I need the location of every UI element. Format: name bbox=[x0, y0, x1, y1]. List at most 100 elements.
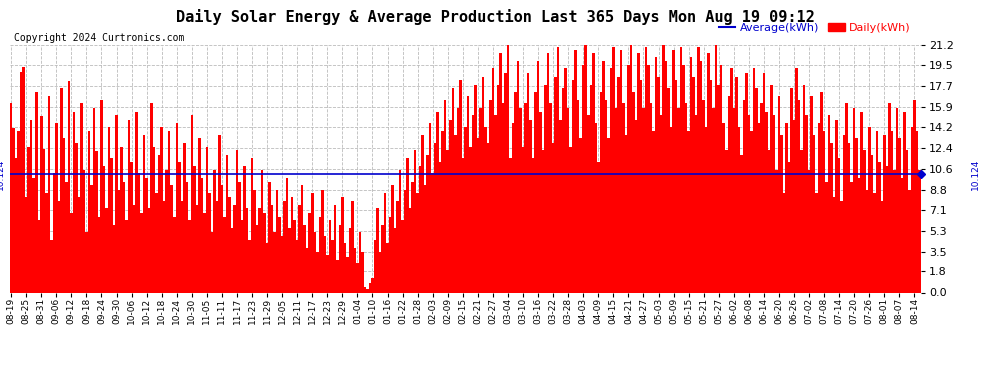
Bar bbox=[813, 135, 816, 292]
Bar bbox=[48, 96, 50, 292]
Bar bbox=[908, 190, 911, 292]
Bar bbox=[293, 220, 296, 292]
Bar bbox=[484, 127, 487, 292]
Bar bbox=[687, 131, 690, 292]
Bar bbox=[798, 100, 800, 292]
Bar bbox=[770, 85, 772, 292]
Bar bbox=[644, 47, 647, 292]
Bar bbox=[226, 155, 228, 292]
Bar bbox=[110, 158, 113, 292]
Bar bbox=[33, 178, 35, 292]
Bar bbox=[72, 111, 75, 292]
Bar bbox=[757, 123, 760, 292]
Bar bbox=[196, 205, 198, 292]
Bar bbox=[607, 138, 610, 292]
Bar bbox=[236, 150, 239, 292]
Bar bbox=[682, 65, 685, 292]
Bar bbox=[823, 131, 826, 292]
Bar bbox=[146, 178, 148, 292]
Bar bbox=[201, 178, 203, 292]
Bar bbox=[896, 108, 898, 292]
Bar bbox=[18, 131, 20, 292]
Bar bbox=[595, 123, 597, 292]
Bar bbox=[610, 68, 612, 292]
Bar bbox=[512, 123, 514, 292]
Bar bbox=[836, 120, 838, 292]
Bar bbox=[695, 115, 697, 292]
Bar bbox=[266, 243, 268, 292]
Bar bbox=[788, 162, 790, 292]
Bar bbox=[584, 45, 587, 292]
Bar bbox=[283, 201, 286, 292]
Bar bbox=[45, 193, 48, 292]
Bar bbox=[451, 88, 454, 292]
Bar bbox=[635, 120, 638, 292]
Bar bbox=[657, 76, 659, 292]
Bar bbox=[733, 108, 735, 292]
Bar bbox=[747, 115, 750, 292]
Bar bbox=[173, 217, 175, 292]
Bar bbox=[188, 220, 190, 292]
Bar bbox=[870, 155, 873, 292]
Bar bbox=[424, 185, 427, 292]
Bar bbox=[559, 120, 562, 292]
Bar bbox=[627, 65, 630, 292]
Bar bbox=[152, 147, 155, 292]
Text: Daily Solar Energy & Average Production Last 365 Days Mon Aug 19 09:12: Daily Solar Energy & Average Production … bbox=[175, 9, 815, 26]
Bar bbox=[353, 248, 356, 292]
Bar bbox=[255, 225, 258, 292]
Bar bbox=[527, 73, 530, 292]
Bar bbox=[38, 220, 40, 292]
Bar bbox=[143, 135, 146, 292]
Bar bbox=[356, 263, 358, 292]
Bar bbox=[901, 178, 903, 292]
Bar bbox=[667, 88, 670, 292]
Bar bbox=[342, 197, 344, 292]
Bar bbox=[276, 190, 278, 292]
Bar bbox=[542, 150, 545, 292]
Bar bbox=[612, 47, 615, 292]
Bar bbox=[863, 150, 865, 292]
Bar bbox=[43, 149, 45, 292]
Bar bbox=[175, 123, 178, 292]
Bar bbox=[88, 131, 90, 292]
Bar bbox=[437, 111, 439, 292]
Bar bbox=[703, 100, 705, 292]
Bar bbox=[216, 201, 218, 292]
Bar bbox=[535, 92, 537, 292]
Bar bbox=[314, 232, 316, 292]
Bar bbox=[906, 150, 908, 292]
Bar bbox=[875, 131, 878, 292]
Bar bbox=[880, 201, 883, 292]
Bar bbox=[258, 209, 260, 292]
Bar bbox=[647, 65, 649, 292]
Bar bbox=[615, 108, 617, 292]
Bar bbox=[50, 240, 52, 292]
Bar bbox=[218, 135, 221, 292]
Bar bbox=[417, 193, 419, 292]
Bar bbox=[479, 108, 481, 292]
Bar bbox=[368, 283, 371, 292]
Bar bbox=[442, 131, 444, 292]
Bar bbox=[600, 92, 602, 292]
Bar bbox=[20, 72, 23, 292]
Bar bbox=[234, 205, 236, 292]
Bar bbox=[190, 115, 193, 292]
Bar bbox=[803, 85, 805, 292]
Bar bbox=[203, 213, 206, 292]
Bar bbox=[386, 243, 389, 292]
Bar bbox=[780, 135, 783, 292]
Bar bbox=[170, 185, 173, 292]
Bar bbox=[728, 96, 730, 292]
Bar bbox=[546, 53, 549, 292]
Bar bbox=[494, 115, 497, 292]
Bar bbox=[456, 108, 459, 292]
Bar bbox=[198, 138, 201, 292]
Bar bbox=[587, 115, 589, 292]
Bar bbox=[564, 68, 567, 292]
Bar bbox=[891, 131, 893, 292]
Bar bbox=[620, 50, 622, 292]
Bar bbox=[85, 232, 88, 292]
Bar bbox=[371, 279, 373, 292]
Bar bbox=[720, 65, 723, 292]
